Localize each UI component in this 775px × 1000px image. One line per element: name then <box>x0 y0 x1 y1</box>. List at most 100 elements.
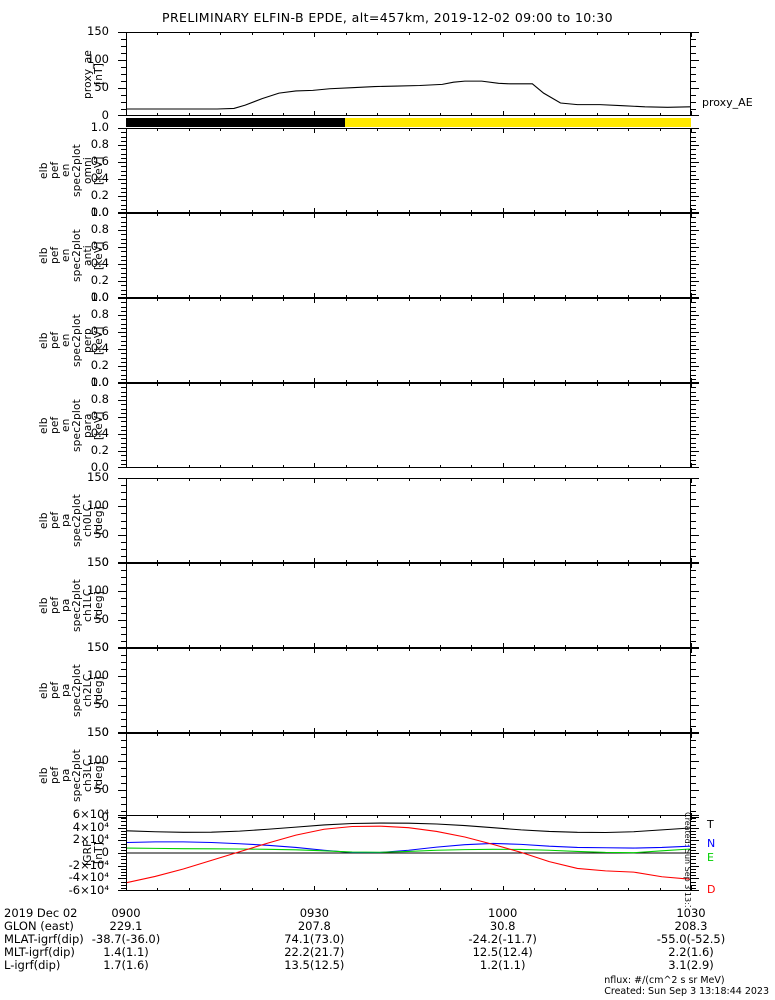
panel-canvas-en-anti <box>127 214 690 297</box>
x-tick <box>314 886 316 891</box>
x-tick <box>282 560 284 563</box>
x-tick <box>282 380 284 383</box>
x-tick <box>502 643 504 648</box>
x-tick <box>282 383 284 386</box>
y-ticks-left-pa-ch0lc <box>112 478 126 563</box>
x-tick <box>691 213 692 218</box>
axis-title-part: [deg] <box>93 591 105 620</box>
y-tick-label: 0.8 <box>90 137 109 151</box>
x-tick <box>188 560 190 563</box>
x-tick <box>534 465 536 468</box>
x-tick <box>408 648 410 651</box>
panel-canvas-pa-ch0lc <box>127 479 690 562</box>
annotation-cell: 3.1(2.9) <box>668 958 714 972</box>
x-tick <box>157 295 159 298</box>
legend-item-T: T <box>707 818 714 831</box>
x-tick <box>377 560 379 563</box>
x-tick <box>471 298 473 301</box>
x-tick <box>377 32 379 35</box>
x-tick <box>345 730 347 733</box>
x-tick <box>565 128 567 131</box>
annotation-cell: 0900 <box>111 906 141 920</box>
x-tick <box>691 886 692 891</box>
x-tick <box>628 888 630 891</box>
x-tick <box>220 815 222 818</box>
x-tick <box>282 645 284 648</box>
x-tick <box>408 113 410 116</box>
legend-item-E: E <box>707 851 714 864</box>
x-tick <box>314 463 316 468</box>
x-tick <box>596 733 598 736</box>
x-tick <box>220 32 222 35</box>
x-tick <box>377 563 379 566</box>
x-tick <box>220 648 222 651</box>
panel-canvas-en-omni <box>127 129 690 212</box>
x-tick <box>691 293 692 298</box>
x-tick <box>377 465 379 468</box>
x-tick <box>408 815 410 818</box>
x-tick <box>502 728 504 733</box>
annotation-row-label: MLT-igrf(dip) <box>4 945 75 959</box>
x-tick <box>659 730 661 733</box>
annotation-cell: -55.0(-52.5) <box>656 932 726 946</box>
x-tick <box>502 383 504 388</box>
night-segment <box>126 118 346 127</box>
x-tick <box>126 563 127 568</box>
x-tick <box>596 648 598 651</box>
y-tick-label: 100 <box>87 753 109 768</box>
x-tick <box>157 465 159 468</box>
x-tick <box>377 478 379 481</box>
x-tick <box>345 888 347 891</box>
x-tick <box>659 210 661 213</box>
x-tick <box>220 128 222 131</box>
annotation-cell: 207.8 <box>297 919 331 933</box>
x-tick <box>596 113 598 116</box>
y-tick-label: 0.6 <box>90 409 109 423</box>
y-tick-label: 6×10⁴ <box>72 807 109 821</box>
x-tick <box>691 563 692 568</box>
axis-title-part: [deg] <box>93 761 105 790</box>
annotation-cell: 13.5(12.5) <box>284 958 345 972</box>
x-tick <box>628 128 630 131</box>
x-tick <box>345 563 347 566</box>
x-tick <box>188 815 190 818</box>
x-tick <box>220 298 222 301</box>
x-tick <box>471 815 473 818</box>
x-tick <box>157 32 159 35</box>
x-tick <box>439 380 441 383</box>
x-tick <box>314 208 316 213</box>
y-tick-label: 50 <box>94 696 109 711</box>
x-tick <box>314 128 316 133</box>
y-ticks-left-en-anti <box>112 213 126 298</box>
x-tick <box>220 730 222 733</box>
x-tick <box>596 888 598 891</box>
x-tick <box>188 383 190 386</box>
panel-canvas-en-para <box>127 384 690 467</box>
x-tick <box>439 888 441 891</box>
axis-title-part: [keV] <box>93 411 105 440</box>
x-tick <box>691 128 692 133</box>
y-tick-label: 0 <box>101 108 109 122</box>
x-tick <box>659 213 661 216</box>
x-tick <box>502 298 504 303</box>
panel-en-para <box>126 383 691 468</box>
y-tick-label: 0.8 <box>90 222 109 236</box>
created-watermark: Created: Sun Sep 3 13:18:44 2023 <box>683 812 692 907</box>
x-tick <box>565 298 567 301</box>
x-tick <box>502 478 504 483</box>
x-tick <box>596 560 598 563</box>
x-tick <box>157 730 159 733</box>
x-tick <box>408 380 410 383</box>
x-tick <box>659 113 661 116</box>
x-tick <box>471 32 473 35</box>
x-tick <box>534 563 536 566</box>
x-tick <box>345 213 347 216</box>
x-tick <box>251 730 253 733</box>
x-tick <box>126 293 127 298</box>
x-tick <box>659 295 661 298</box>
y-tick-label: 0.8 <box>90 307 109 321</box>
x-tick <box>220 210 222 213</box>
x-tick <box>282 298 284 301</box>
x-tick <box>439 295 441 298</box>
x-tick <box>345 298 347 301</box>
